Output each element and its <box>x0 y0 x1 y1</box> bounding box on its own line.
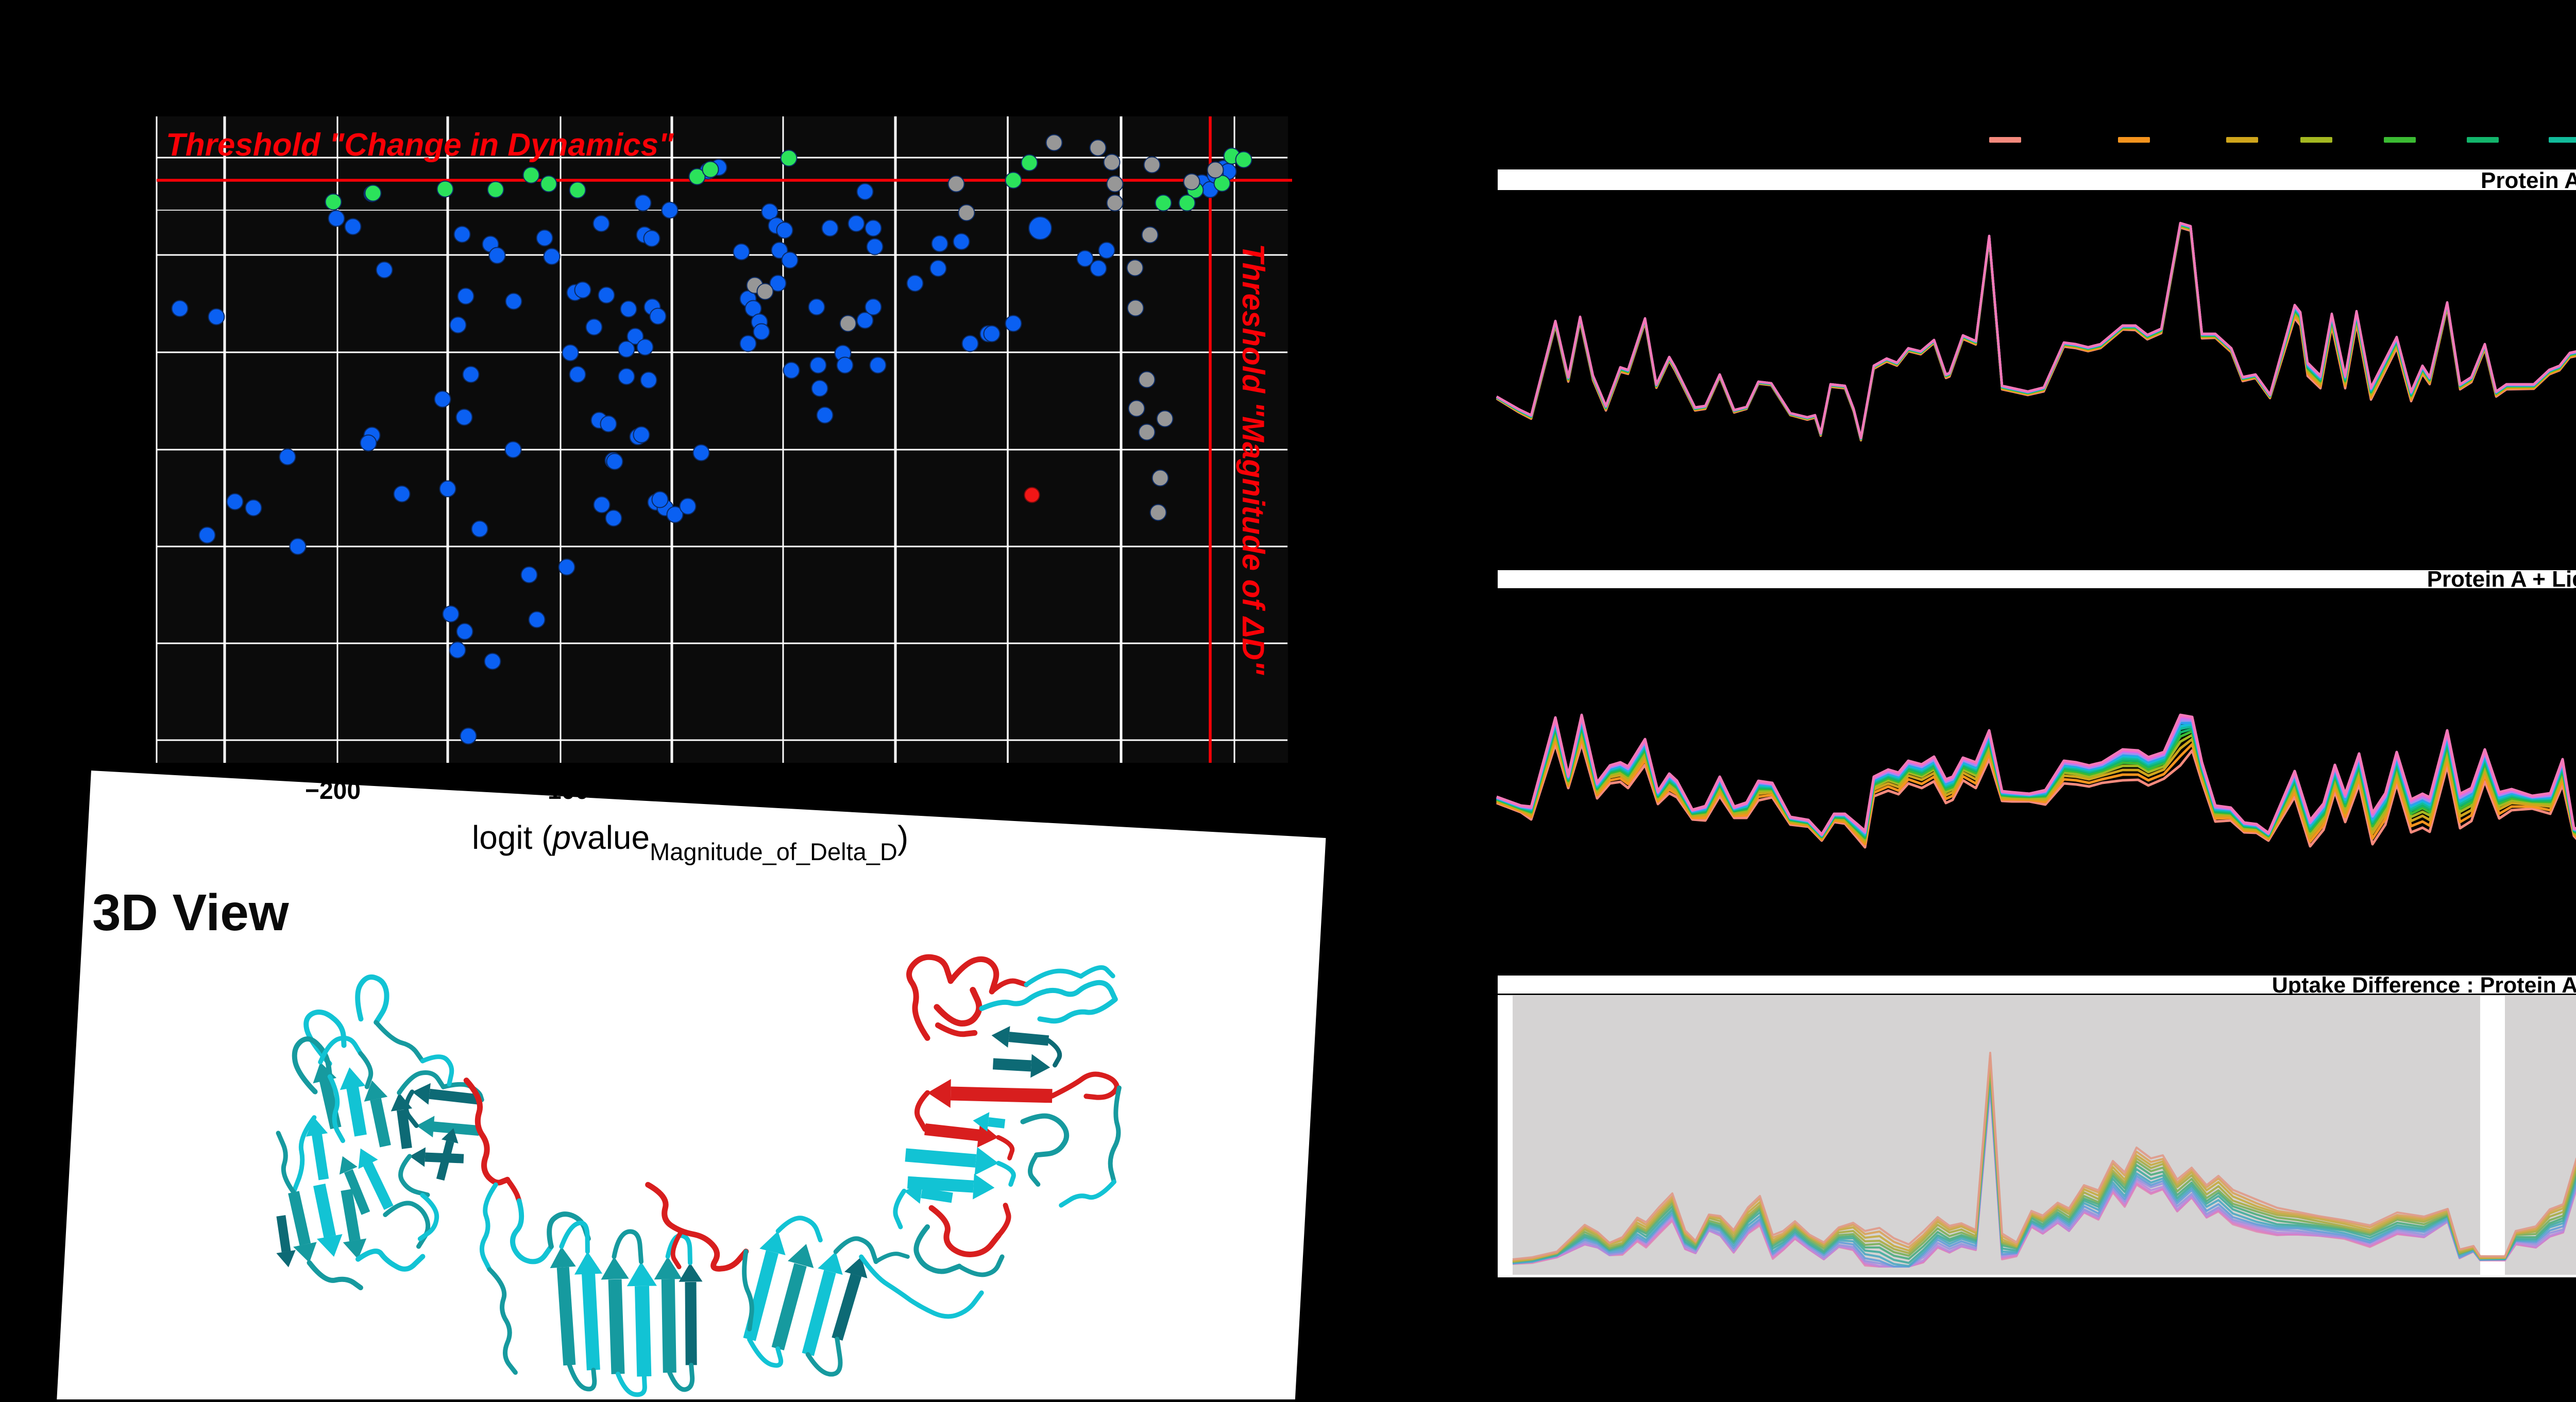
svg-text:Threshold "Change in Dynamics": Threshold "Change in Dynamics" <box>166 127 674 163</box>
svg-text:Protein A: Protein A <box>2481 168 2576 193</box>
svg-text:3D View: 3D View <box>92 884 289 942</box>
svg-text:Protein A + Ligand: Protein A + Ligand <box>2427 567 2576 592</box>
svg-text:Threshold "Magnitude of ΔD": Threshold "Magnitude of ΔD" <box>1236 244 1270 676</box>
svg-text:100: 100 <box>548 777 589 805</box>
svg-text:−200: −200 <box>305 777 361 805</box>
